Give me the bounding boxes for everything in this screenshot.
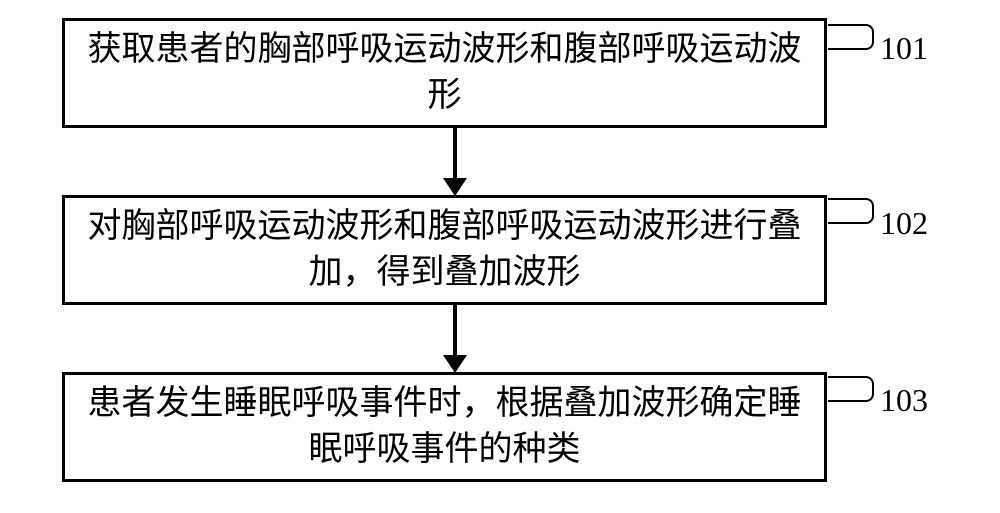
flow-edge-2-line xyxy=(453,305,457,355)
flow-node-2-label: 102 xyxy=(880,205,928,242)
flow-node-3-bracket xyxy=(828,376,874,402)
flow-edge-1 xyxy=(443,128,467,196)
flow-node-1-bracket xyxy=(828,24,874,50)
flow-node-3-label: 103 xyxy=(880,382,928,419)
flow-node-2-bracket xyxy=(828,198,874,224)
flow-edge-2 xyxy=(443,305,467,373)
flow-node-1: 获取患者的胸部呼吸运动波形和腹部呼吸运动波形 xyxy=(62,18,827,128)
flow-node-2-text: 对胸部呼吸运动波形和腹部呼吸运动波形进行叠加，得到叠加波形 xyxy=(88,204,802,296)
flow-node-2: 对胸部呼吸运动波形和腹部呼吸运动波形进行叠加，得到叠加波形 xyxy=(62,195,827,305)
flow-edge-1-arrow xyxy=(443,178,467,196)
flow-node-3-text: 患者发生睡眠呼吸事件时，根据叠加波形确定睡眠呼吸事件的种类 xyxy=(88,381,802,473)
flow-edge-1-line xyxy=(453,128,457,178)
flow-node-1-text: 获取患者的胸部呼吸运动波形和腹部呼吸运动波形 xyxy=(88,27,802,119)
flow-node-3: 患者发生睡眠呼吸事件时，根据叠加波形确定睡眠呼吸事件的种类 xyxy=(62,372,827,482)
flow-node-1-label: 101 xyxy=(880,30,928,67)
flowchart-canvas: 获取患者的胸部呼吸运动波形和腹部呼吸运动波形 101 对胸部呼吸运动波形和腹部呼… xyxy=(0,0,1000,513)
flow-edge-2-arrow xyxy=(443,355,467,373)
